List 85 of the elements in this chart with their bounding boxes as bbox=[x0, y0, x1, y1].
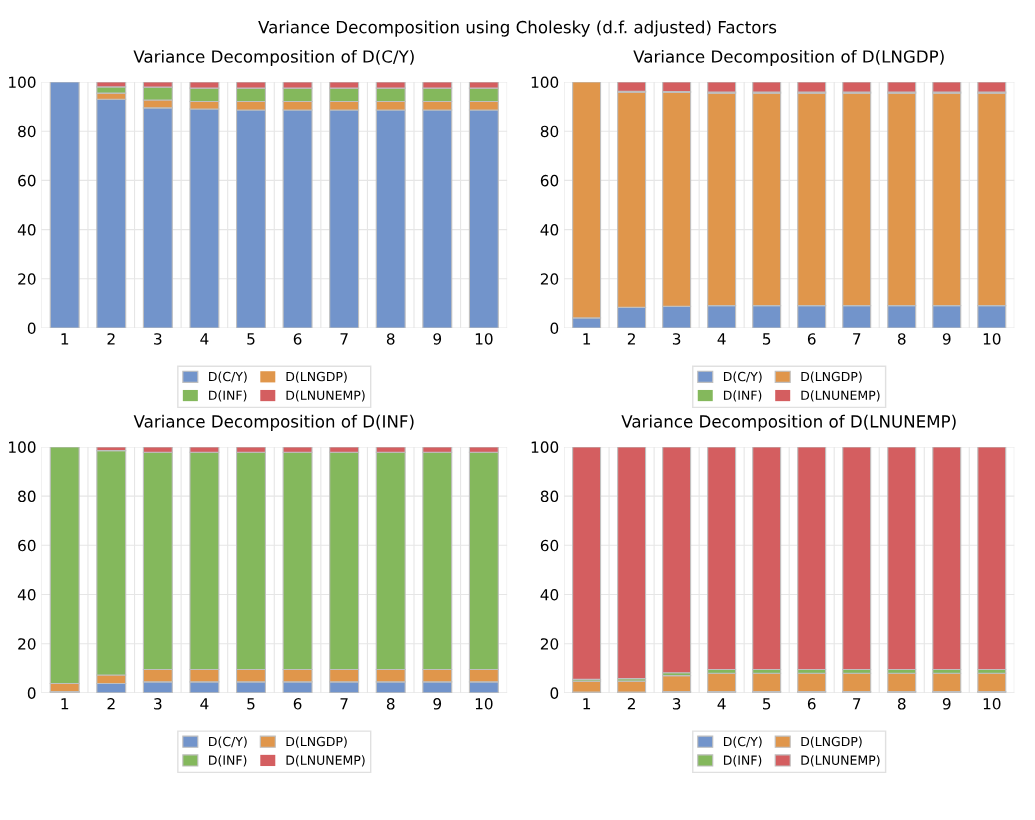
y-tick-label: 60 bbox=[18, 174, 36, 187]
text: Variance Decomposition using Cholesky (d.f. adjusted) Factors bbox=[258, 20, 777, 37]
legend-label: D(LNGDP) bbox=[286, 371, 347, 383]
x-tick-label: 9 bbox=[433, 333, 442, 345]
legend-label: D(C/Y) bbox=[209, 736, 247, 748]
y-tick-label: 40 bbox=[17, 224, 36, 236]
x-tick-label: 10 bbox=[475, 698, 493, 710]
x-tick-label: 8 bbox=[897, 698, 906, 710]
legend-label: D(LNGDP) bbox=[801, 736, 862, 748]
x-tick-label: 3 bbox=[672, 698, 681, 710]
y-tick-label: 0 bbox=[550, 687, 559, 699]
chart-title: Variance Decomposition of D(LNUNEMP) bbox=[621, 414, 956, 431]
y-tick-label: 20 bbox=[18, 273, 36, 285]
x-tick-label: 4 bbox=[200, 698, 209, 710]
x-tick-label: 5 bbox=[763, 333, 771, 345]
x-tick-label: 6 bbox=[293, 333, 302, 345]
legend-label: D(INF) bbox=[209, 755, 247, 767]
x-tick-label: 5 bbox=[247, 698, 255, 710]
legend-label: D(INF) bbox=[209, 390, 247, 402]
x-tick-label: 2 bbox=[627, 333, 635, 345]
x-tick-label: 6 bbox=[807, 333, 816, 345]
x-tick-label: 7 bbox=[853, 698, 861, 710]
y-tick-label: 60 bbox=[540, 174, 559, 187]
x-tick-label: 3 bbox=[672, 333, 681, 345]
chart-title: Variance Decomposition of D(LNGDP) bbox=[633, 49, 944, 67]
y-tick-label: 100 bbox=[531, 76, 559, 89]
y-tick-label: 20 bbox=[18, 638, 36, 650]
x-tick-label: 9 bbox=[433, 698, 442, 710]
legend-label: D(C/Y) bbox=[209, 371, 247, 383]
y-tick-label: 40 bbox=[17, 588, 36, 601]
x-tick-label: 1 bbox=[61, 698, 69, 710]
y-tick-label: 20 bbox=[540, 638, 559, 650]
x-tick-label: 10 bbox=[983, 698, 1001, 710]
x-tick-label: 7 bbox=[340, 333, 348, 345]
y-tick-label: 80 bbox=[540, 125, 559, 138]
x-tick-label: 1 bbox=[583, 333, 591, 345]
legend-label: D(LNUNEMP) bbox=[801, 755, 880, 767]
x-tick-label: 2 bbox=[107, 333, 115, 345]
x-tick-label: 6 bbox=[293, 698, 302, 710]
y-tick-label: 100 bbox=[9, 441, 36, 453]
x-tick-label: 8 bbox=[386, 698, 395, 710]
x-tick-label: 3 bbox=[154, 698, 162, 710]
y-tick-label: 40 bbox=[540, 588, 559, 601]
chart-title: Variance Decomposition of D(INF) bbox=[133, 414, 414, 431]
x-tick-label: 4 bbox=[200, 333, 209, 345]
y-tick-label: 80 bbox=[18, 490, 36, 503]
x-tick-label: 7 bbox=[853, 333, 861, 345]
x-tick-label: 8 bbox=[386, 333, 395, 345]
legend-label: D(INF) bbox=[723, 390, 762, 402]
x-tick-label: 6 bbox=[807, 698, 816, 710]
legend-label: D(LNGDP) bbox=[801, 371, 862, 383]
legend-label: D(LNUNEMP) bbox=[286, 755, 365, 767]
x-tick-label: 7 bbox=[340, 698, 348, 710]
x-tick-label: 2 bbox=[627, 698, 635, 710]
y-tick-label: 20 bbox=[540, 273, 559, 285]
y-tick-label: 0 bbox=[27, 322, 36, 335]
legend-label: D(C/Y) bbox=[723, 736, 762, 748]
x-tick-label: 2 bbox=[107, 698, 115, 710]
legend-label: D(LNUNEMP) bbox=[801, 390, 880, 402]
x-tick-label: 1 bbox=[61, 333, 69, 345]
x-tick-label: 1 bbox=[583, 698, 591, 710]
x-tick-label: 5 bbox=[763, 698, 771, 710]
x-tick-label: 4 bbox=[717, 698, 726, 710]
y-tick-label: 80 bbox=[18, 125, 36, 138]
legend-label: D(LNGDP) bbox=[286, 736, 347, 748]
x-tick-label: 3 bbox=[154, 333, 162, 345]
x-tick-label: 5 bbox=[247, 333, 255, 345]
y-tick-label: 0 bbox=[27, 687, 36, 699]
legend-label: D(INF) bbox=[723, 755, 762, 767]
y-tick-label: 60 bbox=[540, 539, 559, 552]
legend-label: D(C/Y) bbox=[723, 371, 762, 383]
y-tick-label: 40 bbox=[540, 224, 559, 236]
chart-title: Variance Decomposition of D(C/Y) bbox=[133, 49, 414, 67]
x-tick-label: 9 bbox=[942, 333, 951, 345]
y-tick-label: 60 bbox=[18, 539, 36, 552]
x-tick-label: 10 bbox=[475, 333, 493, 345]
y-tick-label: 100 bbox=[531, 441, 559, 453]
x-tick-label: 8 bbox=[897, 333, 906, 345]
x-tick-label: 9 bbox=[942, 698, 951, 710]
y-tick-label: 0 bbox=[550, 322, 559, 335]
y-tick-label: 100 bbox=[9, 76, 36, 89]
legend-label: D(LNUNEMP) bbox=[286, 390, 365, 402]
y-tick-label: 80 bbox=[540, 490, 559, 503]
x-tick-label: 10 bbox=[983, 333, 1001, 345]
x-tick-label: 4 bbox=[717, 333, 726, 345]
